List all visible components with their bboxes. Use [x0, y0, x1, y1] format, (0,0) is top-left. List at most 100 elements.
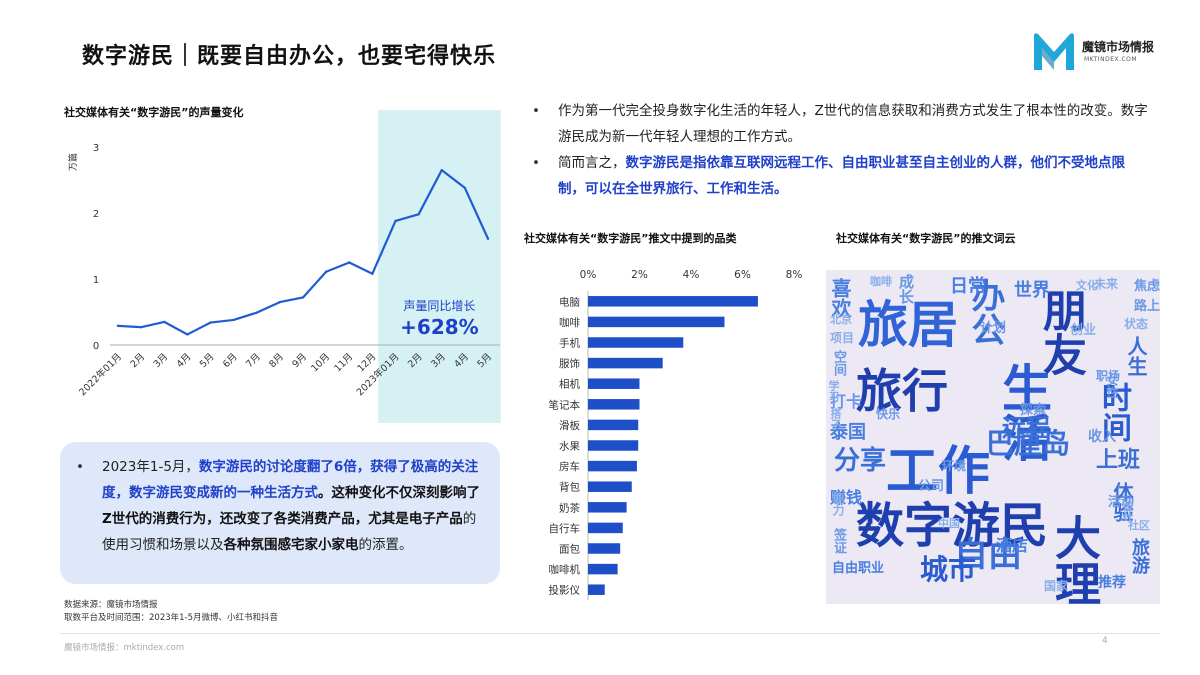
wordcloud-word: 泰国 — [830, 422, 866, 443]
wordcloud-word: 远程 — [1002, 414, 1050, 442]
wordcloud-word: 赚钱 — [830, 488, 863, 507]
wordcloud-word: 计划 — [980, 321, 1007, 336]
category-label: 自行车 — [549, 522, 581, 535]
y-axis-label: 万篇 — [67, 153, 79, 171]
bullet-item: 作为第一代完全投身数字化生活的年轻人，Z世代的信息获取和消费方式发生了根本性的改… — [530, 98, 1150, 150]
data-point — [232, 318, 235, 322]
data-point — [278, 300, 282, 304]
category-label: 手机 — [559, 337, 580, 350]
bar — [588, 440, 639, 451]
wordcloud-word: 生活 — [994, 362, 1052, 462]
data-point — [186, 333, 189, 336]
bar — [588, 502, 627, 513]
bar — [588, 563, 618, 575]
logo-name: 魔镜市场情报 — [1082, 40, 1155, 54]
data-point — [324, 270, 328, 273]
wordcloud-word: 工作 — [886, 442, 991, 502]
wordcloud-word: 社区 — [1128, 519, 1150, 532]
wordcloud-word: 探索 — [1020, 403, 1047, 418]
summary-text: 2023年1-5月， — [102, 459, 199, 475]
wordcloud-word: 体验 — [1110, 482, 1134, 522]
data-point — [163, 320, 166, 324]
wordcloud-word: 国家 — [1044, 579, 1069, 593]
bar — [588, 296, 758, 307]
wordcloud-word: 环境 — [942, 459, 967, 473]
wordcloud-word: 焦虑 — [1134, 279, 1160, 294]
wordcloud-word: 活动 — [1108, 495, 1135, 510]
wordcloud-word: 搭子 — [829, 408, 842, 430]
page-title: 数字游民｜既要自由办公，也要宅得快乐 — [82, 44, 497, 69]
x-tick-label: 0% — [580, 269, 597, 281]
bar-chart-title: 社交媒体有关“数字游民”推文中提到的品类 — [524, 232, 737, 245]
category-label: 相机 — [559, 378, 580, 391]
wordcloud-word: 自由 — [954, 535, 1022, 575]
wordcloud-title: 社交媒体有关“数字游民”的推文词云 — [836, 232, 1016, 245]
wordcloud-word: 成长 — [897, 274, 915, 304]
wordcloud-word: 创业 — [1070, 323, 1097, 338]
wordcloud-word: 人生 — [1124, 336, 1148, 376]
wordcloud-word: 世界 — [1014, 280, 1050, 301]
wordcloud-word: 设计 — [1121, 500, 1134, 522]
data-point — [348, 261, 351, 264]
x-tick-label: 4月 — [175, 351, 194, 370]
y-tick-label: 2 — [93, 209, 99, 220]
wordcloud-word: 打卡 — [830, 392, 863, 411]
x-tick-label: 3月 — [152, 351, 171, 370]
wordcloud-word: 旅游 — [1129, 538, 1150, 574]
x-tick-label: 2022年01月 — [77, 351, 125, 399]
x-tick-label: 8% — [786, 269, 803, 281]
wordcloud-word: 朋友 — [1035, 288, 1086, 376]
x-tick-label: 10月 — [309, 351, 332, 374]
wordcloud-word: 未来 — [1094, 277, 1119, 291]
wordcloud-word: 签证 — [831, 528, 846, 554]
category-label: 电脑 — [559, 295, 580, 308]
x-tick-label: 11月 — [332, 351, 355, 374]
data-point — [486, 237, 490, 240]
wordcloud-word: 大理 — [1048, 514, 1102, 604]
category-label: 背包 — [559, 481, 580, 494]
summary-box: 2023年1-5月，数字游民的讨论度翻了6倍，获得了极高的关注度，数字游民变成新… — [60, 442, 500, 584]
wordcloud-word: 旅居 — [858, 296, 958, 354]
wordcloud-word: 酒店 — [996, 536, 1029, 555]
bar — [588, 419, 639, 431]
annotation-value: +628% — [400, 315, 479, 339]
y-tick-label: 0 — [93, 341, 99, 352]
data-point — [139, 325, 143, 329]
wordcloud-word: 巴厘岛 — [986, 427, 1071, 460]
category-label: 投影仪 — [549, 584, 581, 597]
category-label: 咖啡机 — [549, 563, 581, 576]
bar-chart: 0% 2% 4% 6% 8% 电脑咖啡手机服饰相机笔记本滑板水果房车背包奶茶自行车面包咖啡… — [549, 269, 803, 600]
wordcloud-word: 咖啡 — [870, 275, 892, 288]
line-chart-title: 社交媒体有关“数字游民”的声量变化 — [64, 106, 244, 119]
intro-bullets: 作为第一代完全投身数字化生活的年轻人，Z世代的信息获取和消费方式发生了根本性的改… — [530, 98, 1150, 202]
category-label: 奶茶 — [559, 501, 580, 514]
wordcloud-word: 城市 — [920, 553, 977, 586]
bar — [588, 399, 640, 410]
category-label: 面包 — [559, 543, 580, 556]
page-number: 4 — [1102, 636, 1108, 646]
category-label: 水果 — [559, 441, 580, 453]
bullet-item: 简而言之，数字游民是指依靠互联网远程工作、自由职业甚至自主创业的人群，他们不受地… — [530, 150, 1150, 202]
data-point — [371, 272, 374, 275]
wordcloud-word: 推荐 — [1098, 575, 1126, 591]
bar — [588, 543, 621, 554]
data-point — [209, 321, 212, 324]
category-label: 滑板 — [559, 419, 580, 432]
bar — [588, 481, 632, 492]
data-point — [116, 324, 120, 328]
bar — [588, 378, 640, 389]
footer-divider — [60, 633, 1160, 634]
wordcloud-word: 收入 — [1088, 429, 1116, 445]
y-tick-label: 1 — [93, 275, 99, 286]
data-point — [301, 296, 305, 299]
x-tick-label: 6月 — [221, 351, 240, 370]
highlight-region — [378, 110, 501, 423]
category-label: 咖啡 — [559, 317, 580, 329]
data-point — [440, 168, 443, 172]
wordcloud-word: 职场 — [1096, 369, 1121, 383]
wordcloud-word: 时间 — [1096, 382, 1131, 442]
summary-text: 的使用习惯和场景以及 — [102, 511, 477, 553]
wordcloud-word: 能力 — [831, 492, 845, 516]
wordcloud-word: 数字游民 — [856, 498, 1049, 554]
